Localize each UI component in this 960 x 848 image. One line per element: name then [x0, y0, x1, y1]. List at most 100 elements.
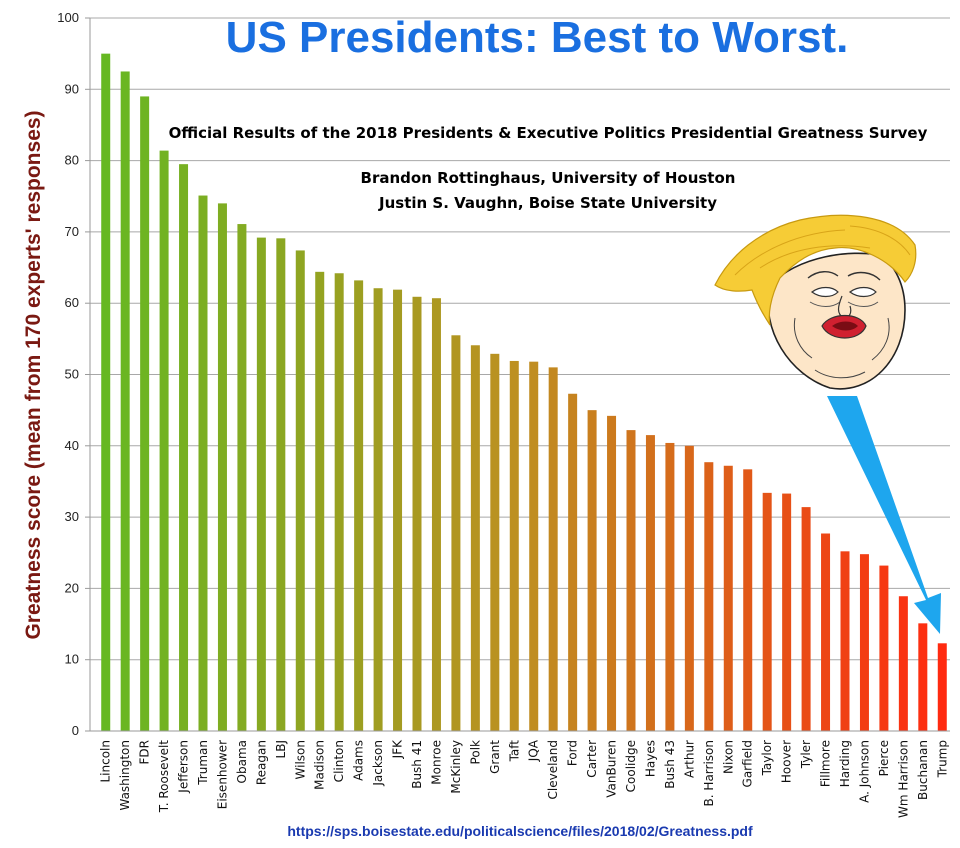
- x-tick-label: Garfield: [741, 740, 755, 787]
- x-tick-label: Arthur: [682, 740, 696, 778]
- caricature-illustration: [714, 214, 917, 390]
- bar: [645, 435, 655, 731]
- x-tick-label: JQA: [527, 739, 541, 762]
- bar: [334, 273, 344, 731]
- x-tick-label: Monroe: [429, 740, 443, 785]
- bar: [315, 271, 325, 731]
- bar: [276, 238, 286, 731]
- x-tick-label: T. Roosevelt: [157, 740, 171, 813]
- x-tick-label: McKinley: [449, 740, 463, 794]
- x-tick-label: Wilson: [293, 740, 307, 779]
- annotation-arrow: [827, 396, 941, 634]
- x-tick-label: Bush 43: [663, 740, 677, 789]
- x-tick-label: Washington: [118, 740, 132, 811]
- y-axis-ticks: 0 10 20 30 40 50 60 70 80 90 100: [57, 10, 90, 738]
- y-tick-label: 80: [65, 153, 79, 168]
- author-1: Brandon Rottinghaus, University of Houst…: [361, 169, 736, 187]
- bar: [217, 203, 227, 731]
- x-tick-label: LBJ: [274, 740, 288, 758]
- bars: [101, 53, 947, 732]
- x-tick-label: A. Johnson: [857, 740, 871, 803]
- author-2: Justin S. Vaughn, Boise State University: [378, 194, 717, 212]
- x-tick-label: Truman: [196, 740, 210, 786]
- bar: [159, 150, 169, 732]
- x-tick-label: Bush 41: [410, 740, 424, 789]
- y-axis-label: Greatness score (mean from 170 experts' …: [22, 110, 45, 639]
- x-axis-labels: Lincoln Washington FDR T. Roosevelt Jefferso…: [99, 739, 950, 818]
- x-tick-label: B. Harrison: [702, 740, 716, 806]
- x-tick-label: Coolidge: [624, 740, 638, 792]
- bar: [529, 361, 539, 731]
- bar: [626, 430, 636, 731]
- bar: [120, 71, 130, 732]
- chart-subtitle: Official Results of the 2018 Presidents …: [169, 124, 928, 142]
- bar: [373, 288, 383, 731]
- y-tick-label: 90: [65, 81, 79, 96]
- x-tick-label: Taylor: [760, 740, 774, 776]
- x-tick-label: Eisenhower: [215, 740, 229, 809]
- bar: [801, 507, 811, 731]
- x-tick-label: Buchanan: [916, 740, 930, 800]
- x-tick-label: Hayes: [643, 740, 657, 777]
- bar: [898, 596, 908, 731]
- y-tick-label: 0: [72, 723, 79, 738]
- bar: [840, 551, 850, 731]
- y-tick-label: 20: [65, 580, 79, 595]
- bar: [704, 462, 714, 731]
- y-tick-label: 50: [65, 367, 79, 382]
- x-tick-label: Madison: [313, 740, 327, 790]
- bar: [393, 289, 403, 731]
- x-tick-label: Cleveland: [546, 740, 560, 800]
- x-tick-label: Reagan: [254, 740, 268, 785]
- y-tick-label: 10: [65, 652, 79, 667]
- x-tick-label: FDR: [138, 740, 152, 764]
- x-tick-label: Trump: [935, 740, 949, 778]
- bar: [879, 565, 889, 731]
- bar: [451, 335, 461, 731]
- bar: [237, 224, 247, 731]
- bar: [101, 53, 111, 731]
- x-tick-label: Clinton: [332, 740, 346, 782]
- x-tick-label: Pierce: [877, 740, 891, 776]
- y-tick-label: 100: [57, 10, 79, 25]
- bar: [782, 493, 792, 731]
- bar: [509, 360, 519, 731]
- bar: [607, 415, 617, 731]
- bar: [431, 298, 441, 731]
- bar: [470, 345, 480, 731]
- x-tick-label: Carter: [585, 740, 599, 778]
- bar: [179, 164, 189, 732]
- x-tick-label: Wm Harrison: [896, 740, 910, 818]
- bar: [859, 554, 869, 731]
- x-tick-label: Polk: [468, 740, 482, 764]
- bar: [762, 492, 772, 731]
- bar: [140, 96, 150, 732]
- chart-title: US Presidents: Best to Worst.: [226, 13, 849, 62]
- y-tick-label: 60: [65, 295, 79, 310]
- bar: [587, 410, 597, 731]
- bar: [918, 623, 928, 731]
- x-tick-label: Hoover: [780, 740, 794, 783]
- x-tick-label: Jefferson: [177, 740, 191, 794]
- bar: [684, 445, 694, 731]
- bar: [665, 442, 675, 731]
- x-tick-label: Tyler: [799, 740, 813, 769]
- bar: [256, 237, 266, 731]
- bar: [548, 367, 558, 731]
- x-tick-label: Nixon: [721, 740, 735, 774]
- grid-lines: [90, 17, 950, 661]
- bar: [295, 250, 305, 732]
- y-tick-label: 40: [65, 438, 79, 453]
- bar: [198, 195, 208, 732]
- x-tick-label: Lincoln: [99, 740, 113, 783]
- x-tick-label: Grant: [488, 740, 502, 774]
- y-tick-label: 30: [65, 509, 79, 524]
- bar: [821, 533, 831, 731]
- x-tick-label: VanBuren: [605, 740, 619, 798]
- bar: [490, 353, 500, 731]
- bar: [743, 469, 753, 731]
- x-tick-label: JFK: [391, 739, 405, 759]
- x-tick-label: Ford: [566, 740, 580, 766]
- source-url: https://sps.boisestate.edu/politicalscie…: [287, 823, 753, 839]
